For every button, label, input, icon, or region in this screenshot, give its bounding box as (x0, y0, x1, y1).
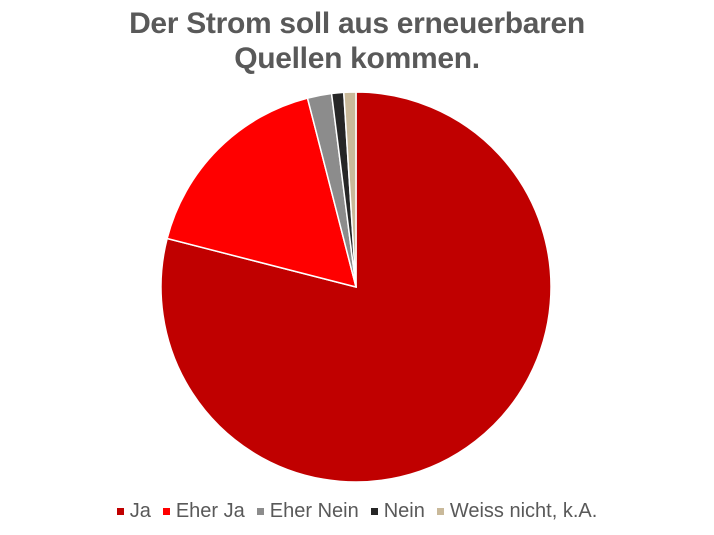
legend-label: Weiss nicht, k.A. (449, 500, 598, 522)
legend-swatch (162, 508, 170, 515)
legend-swatch (436, 508, 444, 515)
legend-item: Weiss nicht, k.A. (436, 500, 598, 523)
legend-item: Ja (116, 500, 151, 523)
chart (160, 91, 552, 483)
legend: Ja Eher Ja Eher Nein Nein Weiss nicht, k.A. (0, 500, 714, 523)
legend-label: Nein (383, 500, 425, 522)
legend-swatch (116, 508, 124, 515)
legend-item: Eher Nein (256, 500, 359, 523)
legend-label: Ja (129, 500, 151, 522)
pie-slice (166, 97, 358, 289)
legend-label: Eher Nein (269, 500, 359, 522)
chart-title: Der Strom soll aus erneuerbaren Quellen … (129, 7, 585, 75)
legend-swatch (370, 508, 378, 515)
legend-item: Nein (370, 500, 425, 523)
pie-slice (342, 91, 357, 288)
legend-swatch (256, 508, 264, 515)
legend-label: Eher Ja (175, 500, 245, 522)
legend-item: Eher Ja (162, 500, 245, 523)
